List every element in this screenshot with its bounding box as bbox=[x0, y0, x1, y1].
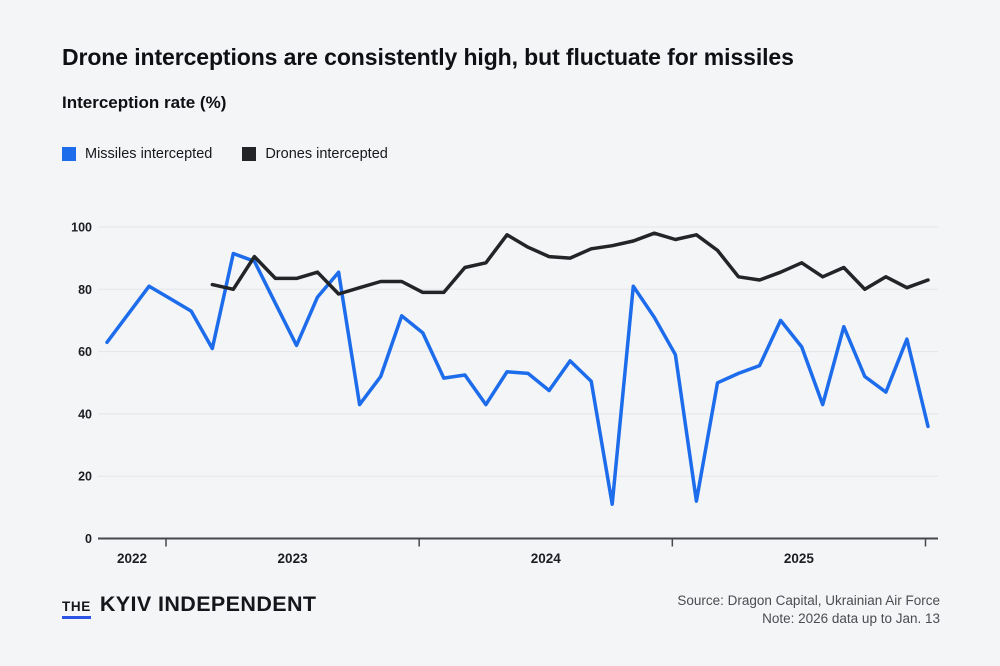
y-tick-label-0: 0 bbox=[85, 532, 92, 546]
legend-item-drones: Drones intercepted bbox=[242, 146, 388, 162]
legend: Missiles intercepted Drones intercepted bbox=[62, 146, 388, 162]
drones-legend-swatch-icon bbox=[242, 147, 257, 161]
y-tick-label-40: 40 bbox=[78, 407, 92, 421]
chart-subtitle: Interception rate (%) bbox=[62, 93, 227, 112]
note-line: Note: 2026 data up to Jan. 13 bbox=[762, 611, 940, 626]
y-tick-label-100: 100 bbox=[71, 221, 92, 235]
legend-item-missiles: Missiles intercepted bbox=[62, 146, 212, 162]
missiles-legend-swatch-icon bbox=[62, 147, 76, 161]
chart-title: Drone interceptions are consistently hig… bbox=[62, 44, 794, 70]
source-line: Source: Dragon Capital, Ukrainian Air Fo… bbox=[677, 593, 940, 608]
source-note: Source: Dragon Capital, Ukrainian Air Fo… bbox=[677, 592, 940, 628]
y-tick-label-20: 20 bbox=[78, 470, 92, 484]
x-year-label-2025: 2025 bbox=[784, 551, 815, 566]
footer: THE KYIV INDEPENDENT Source: Dragon Capi… bbox=[62, 592, 940, 628]
x-year-label-2024: 2024 bbox=[531, 551, 562, 566]
missiles-line bbox=[105, 251, 930, 506]
kyiv-independent-logo: THE KYIV INDEPENDENT bbox=[62, 592, 316, 619]
legend-label-missiles: Missiles intercepted bbox=[85, 146, 213, 162]
logo-the: THE bbox=[62, 599, 91, 619]
legend-label-drones: Drones intercepted bbox=[265, 146, 388, 162]
drones-line bbox=[210, 231, 930, 296]
x-year-label-2022: 2022 bbox=[117, 551, 147, 566]
y-tick-label-60: 60 bbox=[78, 345, 92, 359]
logo-name: KYIV INDEPENDENT bbox=[99, 592, 317, 616]
x-year-label-2023: 2023 bbox=[278, 551, 309, 566]
y-tick-label-80: 80 bbox=[78, 283, 92, 297]
